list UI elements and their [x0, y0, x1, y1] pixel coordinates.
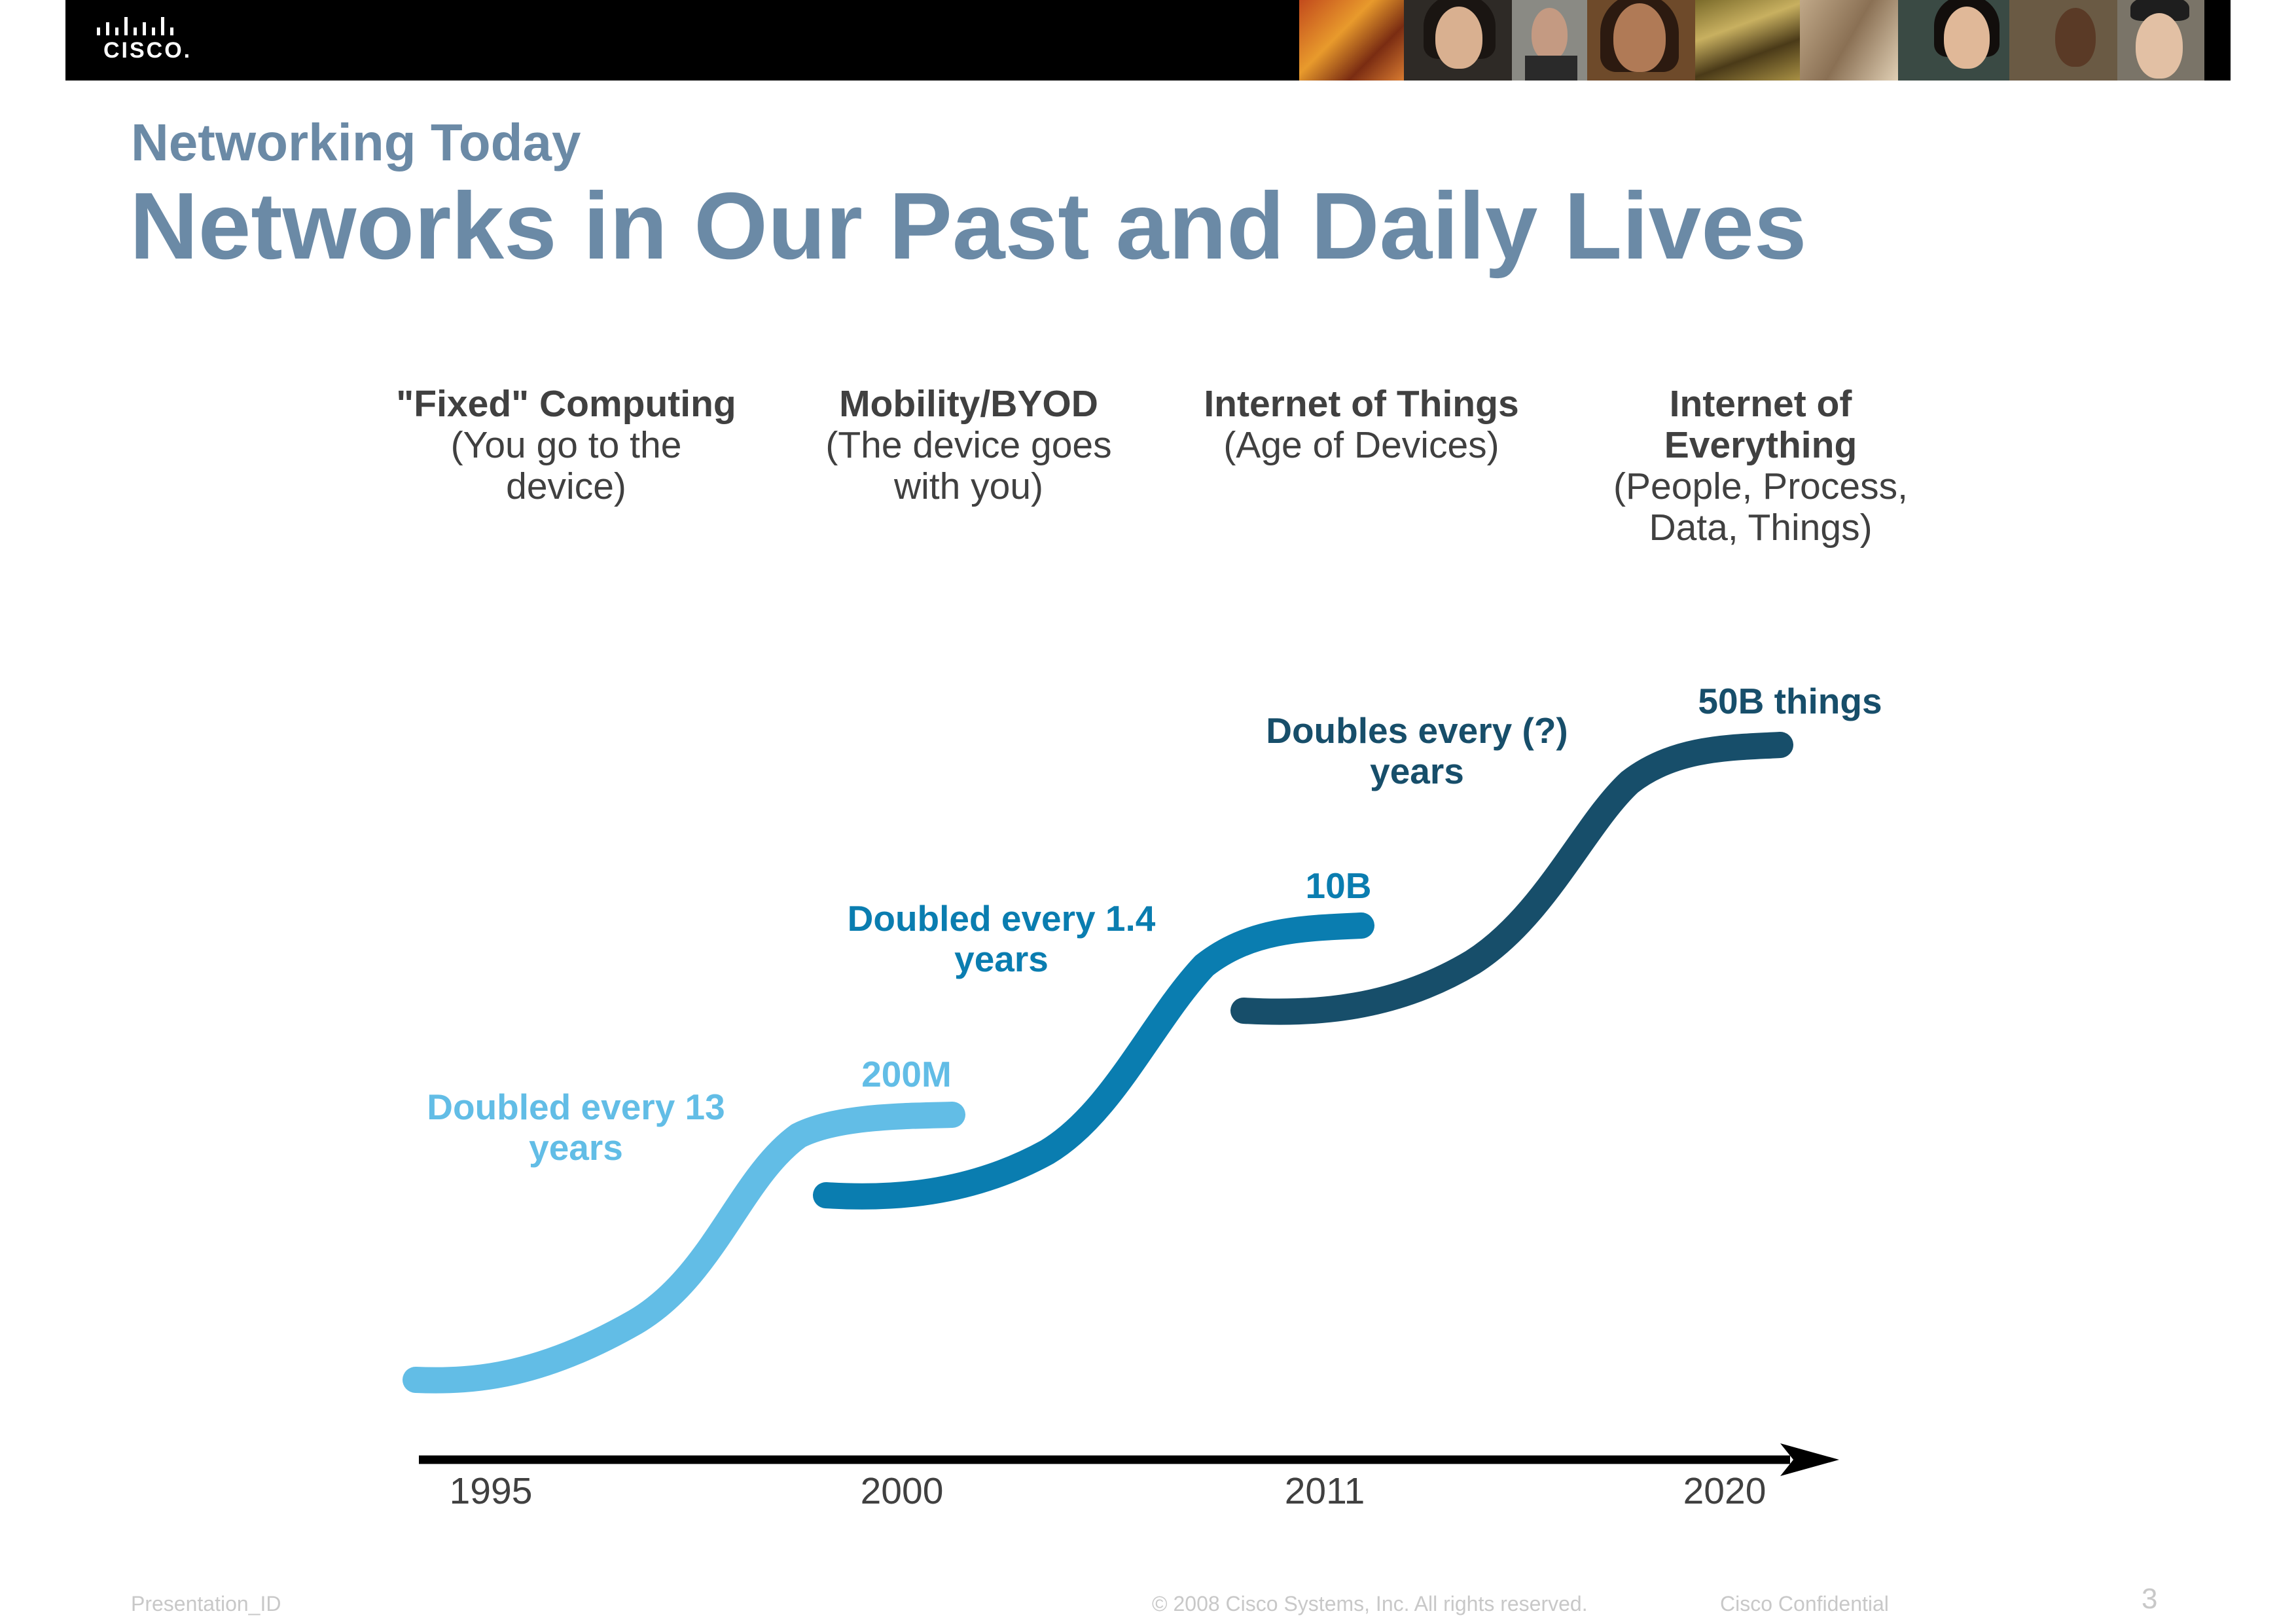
era-internet-of-things: Internet of Things (Age of Devices) — [1178, 384, 1545, 466]
photo-person-man — [2117, 0, 2204, 81]
era-description: (Age of Devices) — [1223, 424, 1499, 466]
era-description: (The device goes with you) — [825, 424, 1112, 507]
page-number: 3 — [2142, 1583, 2158, 1615]
page-subtitle: Networking Today — [131, 113, 581, 171]
photo-strip — [1299, 0, 2231, 81]
x-tick-label: 1995 — [450, 1470, 533, 1512]
photo-abstract-art — [1299, 0, 1404, 81]
era-description: (People, Process, Data, Things) — [1613, 465, 1908, 549]
timeline-arrow-icon — [1780, 1443, 1839, 1476]
series-3-rate-line-2: years — [1370, 751, 1464, 791]
era-heading: "Fixed" Computing — [396, 383, 736, 425]
series-1-rate-line-2: years — [529, 1127, 623, 1168]
series-3-rate-line-1: Doubles every (?) — [1266, 710, 1568, 751]
growth-curve-3 — [1230, 732, 1793, 1025]
series-3-end-value: 50B things — [1698, 681, 1882, 721]
era-heading: Mobility/BYOD — [839, 383, 1098, 425]
photo-pattern — [1695, 0, 1800, 81]
series-1-rate-line-1: Doubled every 13 — [427, 1087, 725, 1127]
series-2-rate-line-2: years — [954, 939, 1049, 979]
era-fixed-computing: "Fixed" Computing (You go to the device) — [386, 384, 746, 507]
series-2-rate-line-1: Doubled every 1.4 — [848, 898, 1156, 939]
photo-person-woman — [1587, 0, 1695, 81]
photo-person-man — [2009, 0, 2117, 81]
x-tick-label: 2000 — [861, 1470, 944, 1512]
series-1-end-value: 200M — [861, 1054, 952, 1094]
series-2-end-value: 10B — [1306, 865, 1372, 906]
footer-presentation-id: Presentation_ID — [131, 1592, 281, 1615]
era-description: (You go to the device) — [450, 424, 682, 507]
photo-person-man — [1512, 0, 1587, 81]
era-heading: Internet of Things — [1204, 383, 1519, 425]
photo-hands — [1800, 0, 1898, 81]
page-title: Networks in Our Past and Daily Lives — [130, 173, 1807, 279]
era-internet-of-everything: Internet of Everything (People, Process,… — [1584, 384, 1937, 549]
cisco-logo-icon — [97, 17, 173, 35]
x-tick-label: 2011 — [1285, 1470, 1365, 1512]
footer-copyright: © 2008 Cisco Systems, Inc. All rights re… — [1152, 1592, 1588, 1615]
cisco-logo-text: CISCO. — [103, 38, 192, 63]
x-tick-label: 2020 — [1683, 1470, 1767, 1512]
era-heading: Internet of Everything — [1664, 383, 1857, 466]
growth-curve-1 — [403, 1102, 965, 1394]
photo-person-woman — [1404, 0, 1512, 81]
footer-confidential: Cisco Confidential — [1720, 1592, 1889, 1615]
growth-curve-2 — [813, 912, 1374, 1210]
era-mobility-byod: Mobility/BYOD (The device goes with you) — [798, 384, 1139, 507]
photo-person-woman — [1898, 0, 2009, 81]
